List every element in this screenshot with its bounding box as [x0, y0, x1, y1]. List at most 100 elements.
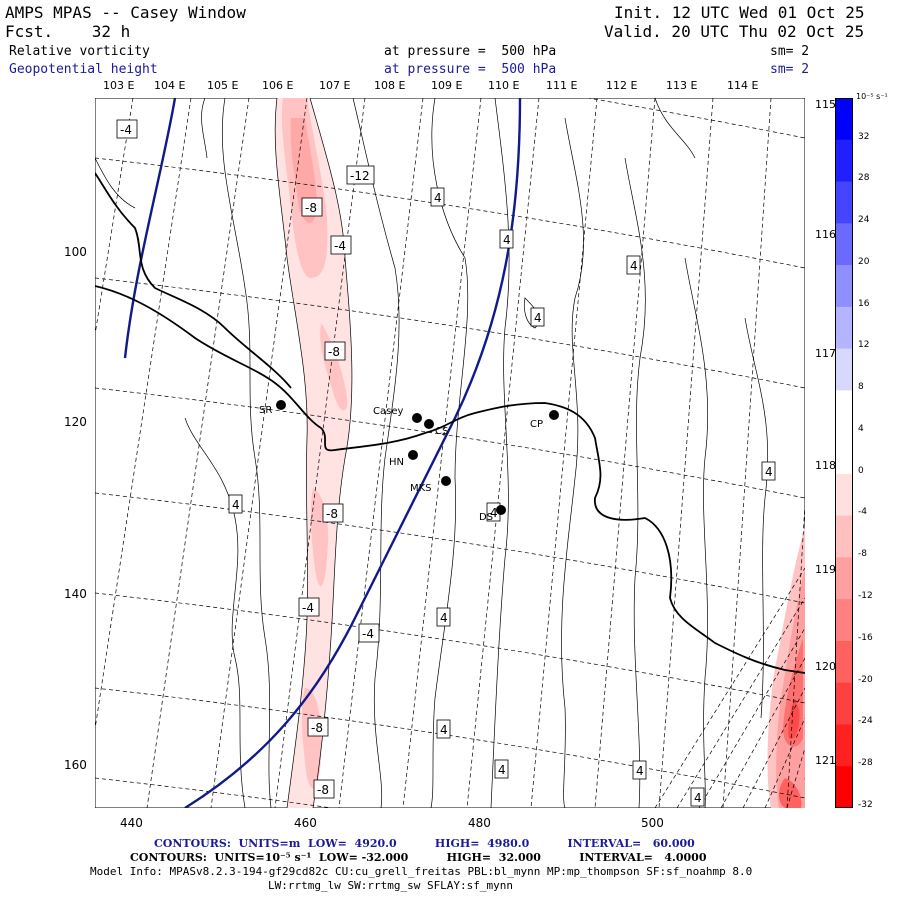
- svg-text:-4: -4: [334, 239, 346, 253]
- vorticity-positive-label: 4: [430, 187, 445, 207]
- svg-text:4: 4: [534, 311, 542, 325]
- lat-lon-grid: [95, 98, 805, 808]
- field2-level: at pressure = 500 hPa: [384, 62, 557, 77]
- svg-text:-8: -8: [326, 507, 338, 521]
- meridian-line: [764, 717, 805, 808]
- field1-name: Relative vorticity: [9, 44, 150, 59]
- meridian-line: [676, 597, 805, 808]
- footer-height-contours: CONTOURS: UNITS=m LOW= 4920.0 HIGH= 4980…: [154, 837, 695, 850]
- svg-text:4: 4: [440, 723, 448, 737]
- colorbar-swatch: [835, 181, 853, 224]
- station-marker: CP: [530, 410, 559, 430]
- colorbar-swatch: [835, 432, 853, 475]
- meridian-line: [95, 98, 192, 732]
- colorbar-label: 20: [858, 256, 870, 267]
- longitude-label: 109 E: [431, 79, 463, 92]
- footer-model-info: Model Info: MPASv8.2.3-194-gf29cd82c CU:…: [90, 865, 753, 878]
- station-label: DS: [479, 512, 493, 523]
- vorticity-shading: [275, 98, 805, 808]
- longitude-label: 104 E: [154, 79, 186, 92]
- longitude-label: 105 E: [207, 79, 239, 92]
- parallel-line: [95, 277, 805, 389]
- longitude-label: 106 E: [262, 79, 294, 92]
- svg-text:4: 4: [490, 506, 498, 520]
- colorbar-swatch: [835, 139, 853, 183]
- station-layer: SR Casey CS HN MKS DS CP: [259, 400, 559, 523]
- colorbar-label: 32: [858, 131, 870, 142]
- longitude-label: 108 E: [374, 79, 406, 92]
- x-tick-label: 500: [641, 816, 664, 830]
- station-label: MKS: [410, 483, 432, 494]
- longitude-label: 103 E: [103, 79, 135, 92]
- colorbar-swatch: [835, 766, 853, 808]
- svg-text:-12: -12: [350, 169, 370, 183]
- svg-text:-8: -8: [317, 783, 329, 797]
- station-marker: HN: [389, 450, 418, 468]
- vorticity-negative-label: -8: [324, 341, 346, 361]
- vorticity-positive-label: 4: [228, 494, 243, 514]
- svg-text:4: 4: [636, 764, 644, 778]
- colorbar-label: -28: [858, 758, 873, 769]
- field2-smoothing: sm= 2: [770, 62, 810, 77]
- field1-level: at pressure = 500 hPa: [384, 44, 557, 59]
- colorbar-swatch: [835, 515, 853, 558]
- station-label: CS: [435, 426, 448, 437]
- vorticity-negative-label: -8: [301, 197, 323, 217]
- colorbar-label: 8: [858, 382, 864, 393]
- svg-text:-8: -8: [328, 345, 340, 359]
- colorbar-swatch: [835, 557, 853, 600]
- meridian-line: [654, 567, 805, 808]
- station-marker: Casey: [373, 406, 422, 423]
- meridian-line: [274, 98, 366, 808]
- colorbar-label: 16: [858, 298, 870, 309]
- footer-vorticity-contours: CONTOURS: UNITS=10⁻⁵ s⁻¹ LOW= -32.000 HI…: [130, 851, 707, 864]
- svg-text:4: 4: [440, 611, 448, 625]
- station-marker: MKS: [410, 476, 451, 494]
- map-title: AMPS MPAS -- Casey Window: [5, 3, 246, 22]
- longitude-label: 111 E: [546, 79, 578, 92]
- meridian-line: [742, 687, 805, 808]
- y-tick-label: 120: [64, 415, 87, 429]
- station-marker: SR: [259, 400, 286, 416]
- svg-text:4: 4: [503, 233, 511, 247]
- vorticity-negative-label: -8: [313, 779, 335, 799]
- vorticity-positive-label: 4: [499, 229, 514, 249]
- y-tick-label: 100: [64, 245, 87, 259]
- colorbar-swatch: [835, 724, 853, 767]
- x-tick-label: 460: [294, 816, 317, 830]
- colorbar-swatch: [835, 640, 853, 684]
- colorbar-swatch: [835, 348, 853, 391]
- x-tick-label: 440: [120, 816, 143, 830]
- vorticity-positive-label: 4: [436, 719, 451, 739]
- longitude-label: 112 E: [606, 79, 638, 92]
- parallel-line: [95, 157, 805, 269]
- svg-text:-8: -8: [305, 201, 317, 215]
- vorticity-negative-label: -4: [330, 235, 352, 255]
- longitude-label: 107 E: [319, 79, 351, 92]
- coastline: [95, 172, 805, 674]
- colorbar-label: 24: [858, 215, 870, 226]
- init-time: Init. 12 UTC Wed 01 Oct 25: [614, 3, 865, 22]
- svg-text:4: 4: [694, 791, 702, 805]
- svg-text:4: 4: [498, 763, 506, 777]
- colorbar-label: -4: [858, 507, 867, 518]
- longitude-label: 110 E: [488, 79, 520, 92]
- y-tick-label: 140: [64, 587, 87, 601]
- station-dot: [441, 476, 451, 486]
- station-label: SR: [259, 405, 272, 416]
- svg-text:4: 4: [765, 465, 773, 479]
- meridian-line: [402, 98, 482, 808]
- field1-smoothing: sm= 2: [770, 44, 810, 59]
- svg-text:4: 4: [232, 498, 240, 512]
- station-label: HN: [389, 457, 404, 468]
- vorticity-positive-label: 4: [436, 607, 451, 627]
- vorticity-positive-label: 4: [632, 760, 647, 780]
- colorbar-label: -32: [858, 799, 873, 810]
- map-plot: -4 -12 -8 -4 -8 -8 -4 -4 -8 -8 4 4 4 4 4 4 4 4 4 4 4 4 SR Case…: [95, 98, 805, 808]
- x-tick-label: 480: [468, 816, 491, 830]
- vorticity-negative-label: -12: [346, 165, 375, 185]
- meridian-line: [786, 747, 805, 808]
- colorbar-label: 4: [858, 423, 864, 434]
- vorticity-negative-label: -4: [116, 119, 138, 139]
- colorbar-label: -24: [858, 716, 873, 727]
